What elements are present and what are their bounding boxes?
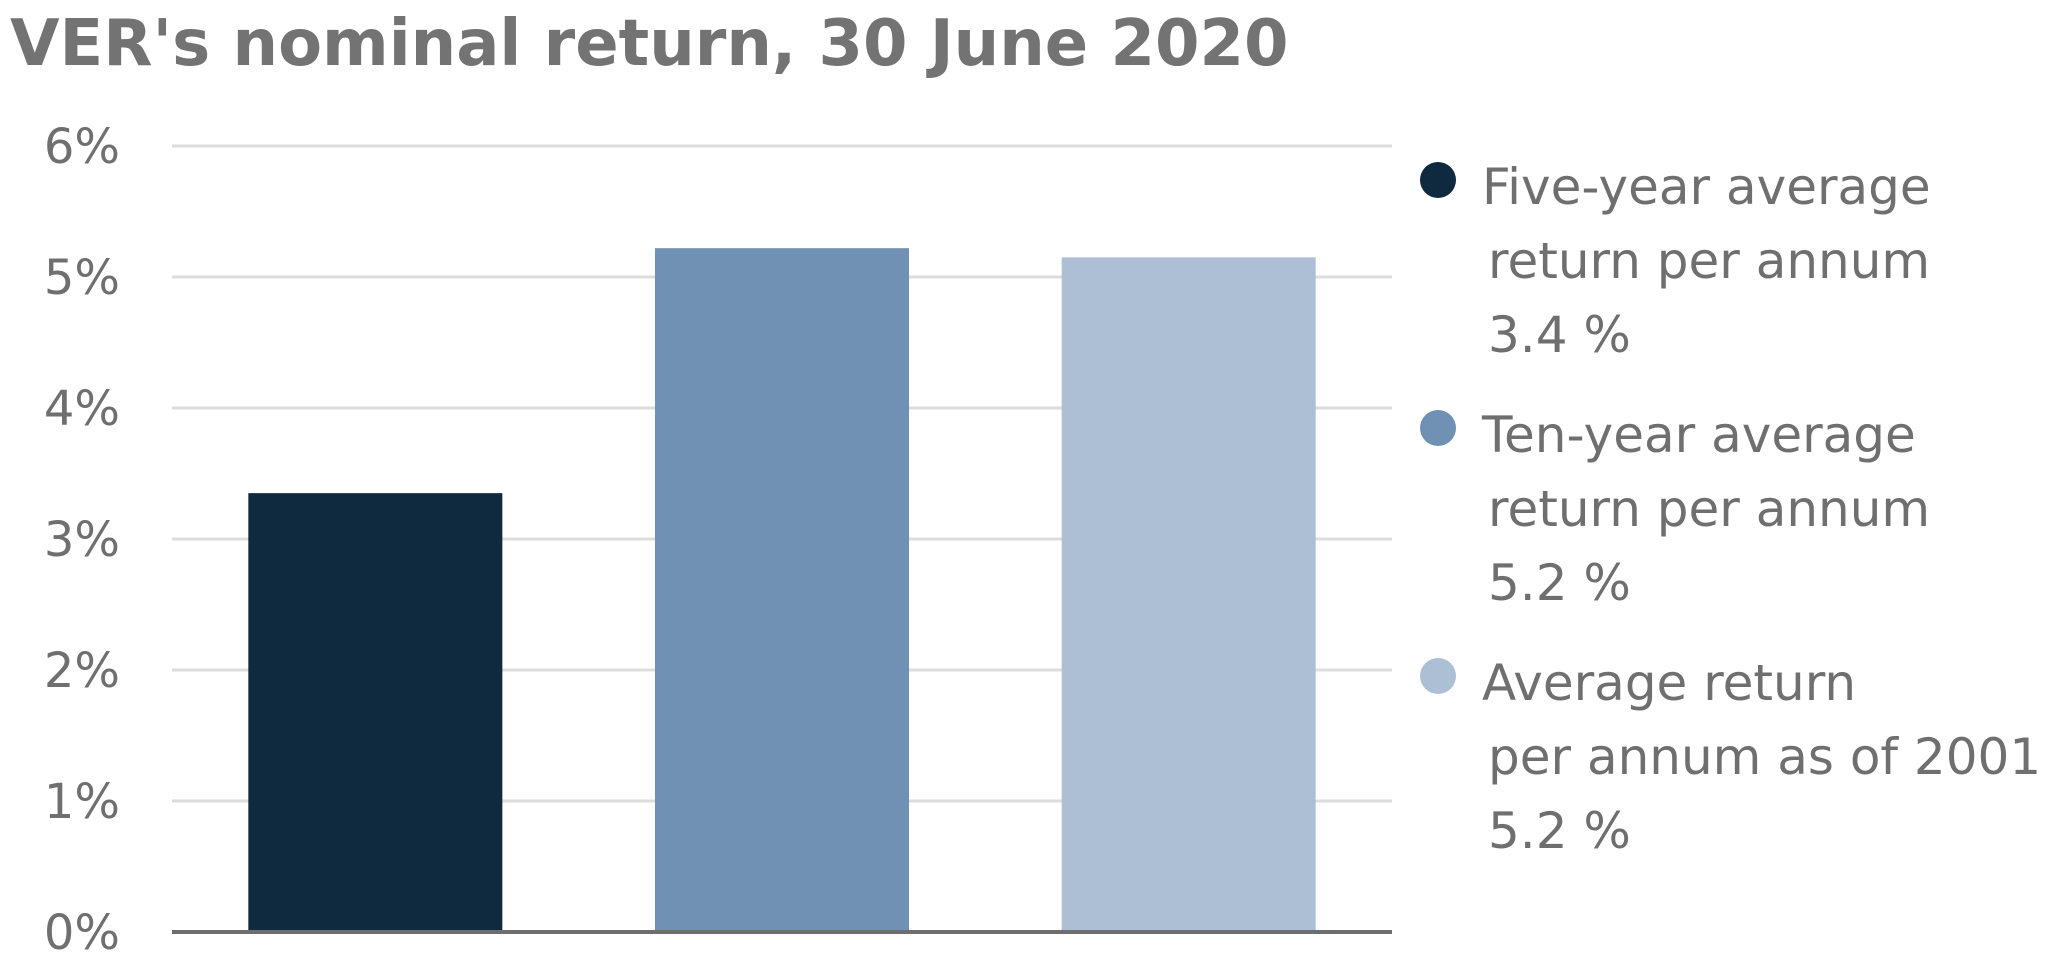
y-tick-label: 3% — [44, 512, 120, 568]
legend-value: 3.4 % — [1488, 306, 1631, 364]
bar-3 — [1061, 257, 1316, 933]
y-tick-label: 6% — [44, 119, 120, 175]
legend-label: return per annum — [1488, 480, 1931, 538]
legend-item-1: Five-year average return per annum 3.4 % — [1420, 150, 2040, 372]
chart-title: VER's nominal return, 30 June 2020 — [10, 7, 1289, 81]
chart-legend: Five-year average return per annum 3.4 % Te… — [1420, 150, 2042, 894]
legend-label: Average return — [1482, 654, 1857, 712]
y-tick-label: 5% — [44, 250, 120, 306]
bar-chart: 0% 1% 2% 3% 4% 5% 6% — [44, 119, 1392, 961]
legend-value: 5.2 % — [1488, 554, 1631, 612]
legend-label: Five-year average — [1482, 158, 1931, 216]
legend-label: Ten-year average — [1482, 406, 1916, 464]
bar-2 — [655, 248, 909, 932]
bar-1 — [248, 493, 503, 932]
legend-swatch — [1420, 658, 1456, 694]
legend-label: return per annum — [1488, 232, 1931, 290]
legend-value: 5.2 % — [1488, 802, 1631, 860]
y-tick-label: 0% — [44, 905, 120, 961]
legend-item-2: Ten-year average return per annum 5.2 % — [1420, 398, 2040, 620]
legend-item-3: Average return per annum as of 2001 5.2 % — [1420, 646, 2042, 868]
y-tick-label: 4% — [44, 381, 120, 437]
legend-swatch — [1420, 410, 1456, 446]
y-tick-label: 2% — [44, 643, 120, 699]
legend-swatch — [1420, 162, 1456, 198]
bars — [248, 248, 1316, 933]
y-tick-label: 1% — [44, 774, 120, 830]
y-axis-ticks: 0% 1% 2% 3% 4% 5% 6% — [44, 119, 120, 961]
legend-label: per annum as of 2001 — [1488, 728, 2042, 786]
